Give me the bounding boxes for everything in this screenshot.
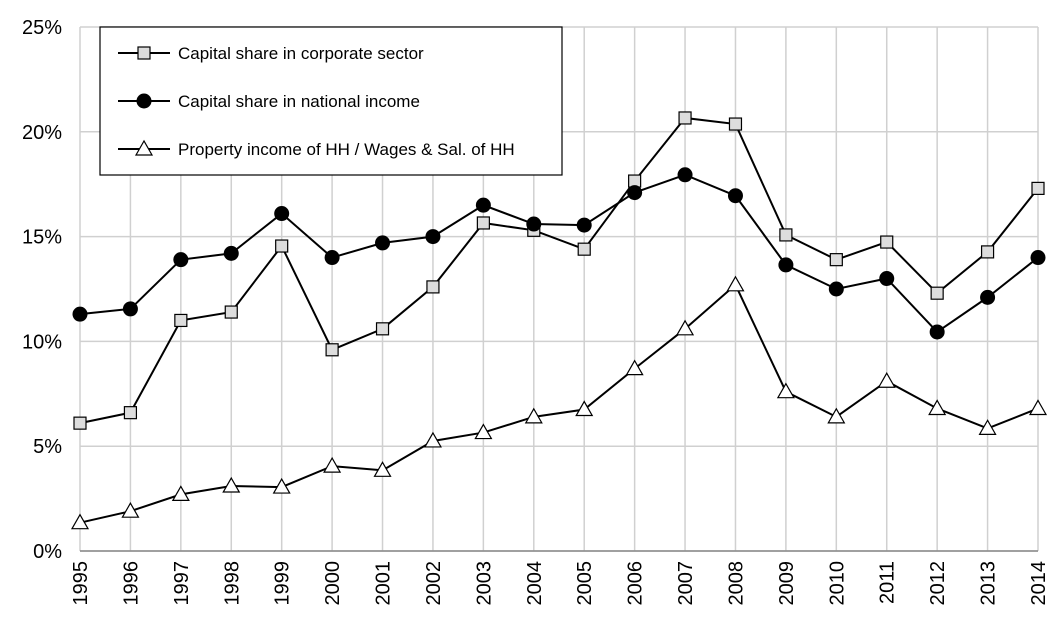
marker-circle [576, 217, 592, 233]
marker-square [174, 313, 188, 328]
marker-circle [375, 235, 391, 251]
x-tick-label: 2008 [725, 561, 747, 606]
x-tick-label: 2004 [524, 561, 546, 606]
x-tick-label: 2010 [826, 561, 848, 606]
marker-triangle [776, 382, 795, 399]
legend-label: Property income of HH / Wages & Sal. of … [178, 140, 515, 159]
x-tick-label: 2006 [625, 561, 647, 606]
y-tick-label: 10% [22, 331, 62, 353]
marker-circle [879, 271, 895, 287]
marker-square [577, 242, 591, 256]
y-tick-label: 5% [33, 436, 62, 458]
x-tick-label: 2014 [1028, 561, 1048, 606]
marker-triangle [323, 456, 342, 473]
marker-square [137, 46, 151, 60]
series-line [79, 283, 1039, 524]
x-tick-label: 2009 [776, 561, 798, 606]
x-tick-label: 1998 [221, 561, 243, 606]
marker-circle [122, 301, 138, 317]
marker-circle [136, 93, 152, 109]
y-tick-label: 15% [22, 227, 62, 249]
marker-triangle [171, 485, 190, 502]
marker-triangle [625, 359, 644, 376]
marker-square [1031, 181, 1045, 195]
marker-square [779, 228, 793, 242]
x-tick-label: 2011 [877, 561, 899, 604]
x-tick-label: 2003 [473, 561, 495, 606]
series-line [79, 173, 1039, 334]
marker-triangle [726, 275, 745, 292]
x-tick-label: 2001 [373, 561, 395, 606]
marker-square [275, 239, 289, 253]
x-tick-label: 2005 [574, 561, 596, 606]
marker-square [678, 111, 692, 125]
marker-square [224, 305, 238, 319]
marker-square [930, 286, 944, 300]
marker-square [375, 322, 390, 336]
marker-triangle [70, 513, 90, 530]
legend: Capital share in corporate sector Capital… [99, 26, 563, 176]
marker-triangle [524, 407, 543, 424]
y-tick-label: 0% [33, 541, 62, 563]
marker-square [325, 343, 339, 357]
x-tick-label: 2002 [423, 561, 445, 606]
marker-triangle [978, 419, 997, 435]
x-tick-label: 1999 [272, 561, 294, 606]
marker-triangle [827, 407, 846, 424]
marker-circle [324, 250, 340, 266]
marker-triangle [222, 476, 241, 493]
marker-square [476, 216, 490, 230]
marker-circle [778, 257, 794, 273]
marker-circle [526, 216, 542, 232]
marker-triangle [423, 431, 442, 448]
marker-circle [627, 185, 643, 201]
marker-triangle [134, 139, 154, 156]
marker-circle [425, 229, 441, 245]
marker-circle [929, 324, 945, 340]
marker-circle [727, 188, 743, 204]
legend-label: Capital share in national income [178, 92, 420, 111]
x-tick-label: 1996 [120, 561, 142, 606]
marker-circle [223, 245, 239, 261]
marker-circle [274, 206, 290, 222]
marker-circle [677, 167, 693, 183]
x-tick-label: 2000 [322, 561, 344, 606]
x-tick-label: 2007 [675, 561, 697, 606]
marker-circle [475, 197, 491, 213]
marker-triangle [272, 477, 291, 494]
marker-triangle [1028, 399, 1048, 416]
legend-label: Capital share in corporate sector [178, 44, 424, 63]
marker-triangle [121, 501, 140, 518]
marker-circle [173, 252, 189, 268]
marker-square [880, 235, 894, 249]
marker-square [980, 245, 995, 259]
y-tick-label: 25% [22, 17, 62, 39]
y-tick-label: 20% [22, 122, 62, 144]
legend-box [99, 26, 563, 176]
marker-square [123, 406, 138, 420]
x-tick-label: 2013 [978, 561, 1000, 606]
marker-square [829, 253, 843, 267]
marker-triangle [676, 319, 695, 336]
marker-circle [980, 289, 996, 305]
marker-circle [1030, 250, 1046, 266]
marker-square [73, 416, 87, 430]
marker-circle [828, 281, 844, 297]
marker-triangle [373, 461, 392, 477]
marker-triangle [928, 399, 947, 416]
marker-triangle [877, 372, 896, 388]
marker-square [728, 117, 743, 131]
x-tick-label: 1995 [70, 561, 92, 606]
marker-circle [72, 306, 88, 322]
series-line [79, 116, 1039, 425]
marker-triangle [474, 423, 493, 440]
x-tick-label: 1997 [171, 561, 193, 606]
marker-triangle [575, 400, 594, 417]
x-tick-label: 2012 [927, 561, 949, 606]
marker-square [426, 280, 440, 294]
